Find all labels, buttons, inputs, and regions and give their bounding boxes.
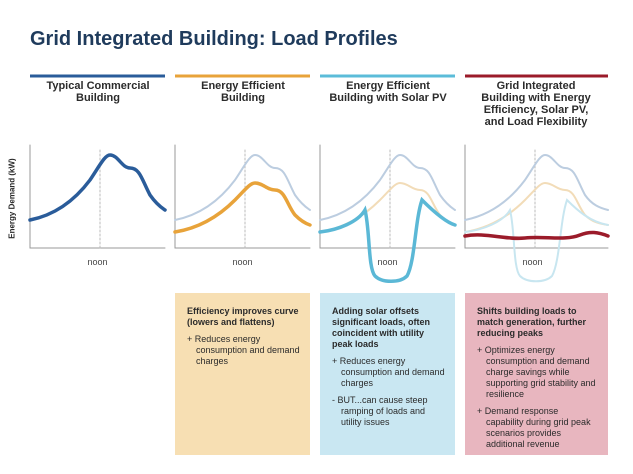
note-bullet: + Demand response capability during grid…	[477, 406, 591, 449]
note: Adding solar offsets significant loads, …	[320, 293, 455, 455]
chart	[463, 144, 610, 283]
note-title: Efficiency improves curve (lowers and fl…	[187, 306, 299, 327]
note-title: Adding solar offsets significant loads, …	[332, 306, 431, 349]
note-bullet: - BUT...can cause steep ramping of loads…	[332, 395, 428, 427]
y-axis-label: Energy Demand (kW)	[7, 158, 17, 239]
column-heading: Typical Commercial Building	[46, 80, 150, 104]
load-curve	[318, 196, 457, 283]
column-heading: Energy Efficient Building with Solar PV	[329, 80, 447, 104]
column-heading: Grid Integrated Building with Energy Eff…	[481, 80, 591, 128]
x-label: noon	[87, 257, 108, 267]
load-curve	[173, 181, 312, 234]
load-curve	[28, 153, 167, 222]
note-box	[175, 293, 310, 455]
chart	[318, 144, 457, 283]
title: Grid Integrated Building: Load Profiles	[30, 28, 398, 50]
note-bullet: + Reduces energy consumption and demand …	[332, 356, 445, 388]
note-bullet: + Optimizes energy consumption and deman…	[477, 345, 596, 399]
x-label: noon	[232, 257, 253, 267]
x-label: noon	[377, 257, 398, 267]
load-curve	[463, 230, 610, 241]
chart	[173, 144, 312, 249]
note-bullet: + Reduces energy consumption and demand …	[187, 334, 300, 366]
chart	[28, 144, 167, 249]
column-heading: Energy Efficient Building	[201, 80, 285, 104]
note-title: Shifts building loads to match generatio…	[477, 306, 587, 338]
x-label: noon	[522, 257, 543, 267]
note-box	[320, 293, 455, 455]
note: Efficiency improves curve (lowers and fl…	[175, 293, 310, 455]
note: Shifts building loads to match generatio…	[465, 293, 608, 455]
note-box	[465, 293, 608, 455]
